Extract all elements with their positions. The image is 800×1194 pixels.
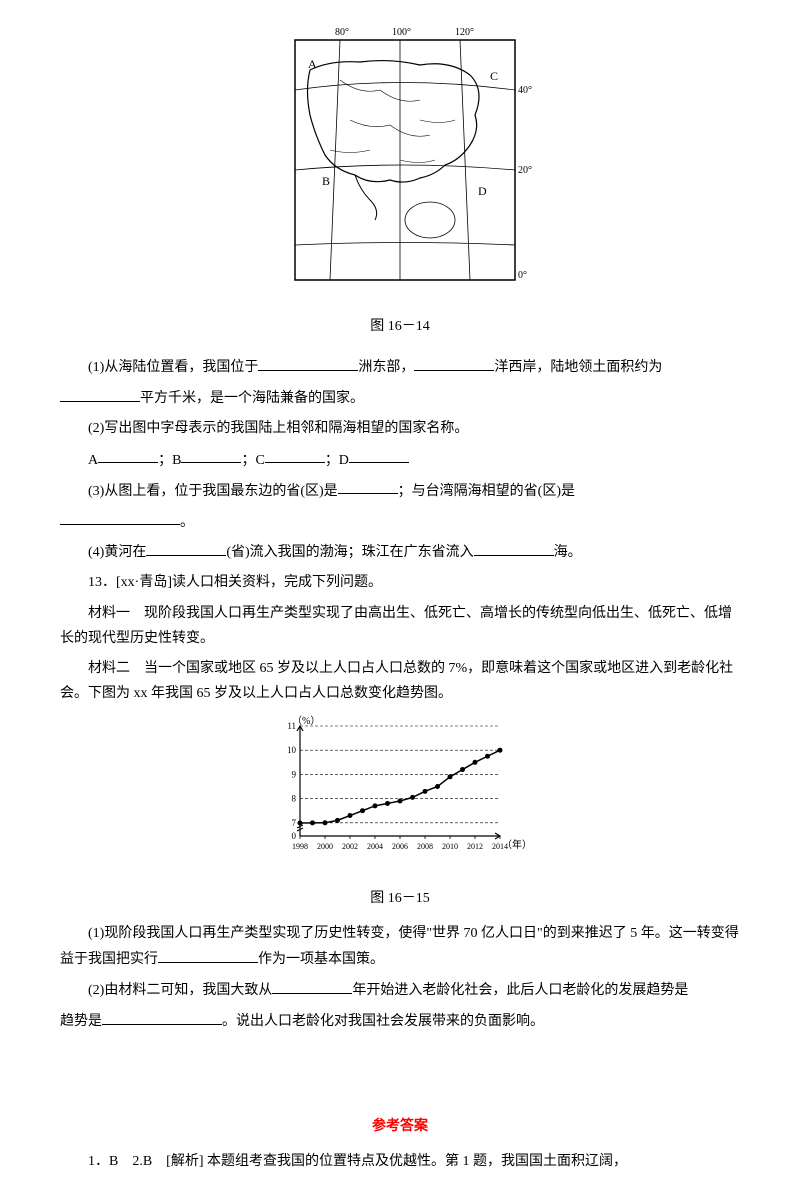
q1-t4: 平方千米，是一个海陆兼备的国家。: [140, 391, 364, 406]
line-chart-svg: （%）（年）7891011019982000200220042006200820…: [270, 711, 530, 871]
blank: [338, 478, 398, 495]
q13-2-t2: 年开始进入老龄化社会，此后人口老龄化的发展趋势是: [352, 983, 688, 998]
q13-2-t3: 。说出人口老龄化对我国社会发展带来的负面影响。: [222, 1014, 544, 1029]
lat-20: 20°: [518, 165, 532, 176]
map-label-c: C: [490, 69, 498, 83]
svg-text:2004: 2004: [367, 842, 383, 851]
map-figure: 80° 100° 120° 40° 20° 0° A B C D: [60, 20, 740, 309]
lat-0: 0°: [518, 270, 527, 281]
question-3b: 。: [60, 509, 740, 535]
material-1: 材料一 现阶段我国人口再生产类型实现了由高出生、低死亡、高增长的传统型向低出生、…: [60, 601, 740, 651]
svg-text:0: 0: [292, 831, 297, 841]
svg-text:11: 11: [287, 721, 296, 731]
q2-a: A: [88, 452, 98, 467]
svg-text:2012: 2012: [467, 842, 483, 851]
map-label-d: D: [478, 184, 487, 198]
svg-text:9: 9: [292, 770, 297, 780]
blank: [60, 385, 140, 402]
svg-text:1998: 1998: [292, 842, 308, 851]
q3-t2: ；与台湾隔海相望的省(区)是: [398, 483, 575, 498]
blank: [102, 1008, 222, 1025]
q2-b: ；B: [158, 452, 181, 467]
question-4: (4)黄河在 (省)流入我国的渤海；珠江在广东省流入 海。: [60, 539, 740, 565]
material-2: 材料二 当一个国家或地区 65 岁及以上人口占人口总数的 7%，即意味着这个国家…: [60, 656, 740, 706]
question-2-options: A ；B ；C ；D: [60, 447, 740, 473]
lat-40: 40°: [518, 85, 532, 96]
svg-text:2010: 2010: [442, 842, 458, 851]
blank: [272, 977, 352, 994]
map-label-a: A: [308, 57, 317, 71]
svg-text:2000: 2000: [317, 842, 333, 851]
chart-caption: 图 16－15: [60, 886, 740, 911]
answer-1: 1．B 2.B [解析] 本题组考查我国的位置特点及优越性。第 1 题，我国国土…: [60, 1149, 740, 1174]
svg-text:2014: 2014: [492, 842, 508, 851]
svg-text:2006: 2006: [392, 842, 408, 851]
q2-c: ；C: [241, 452, 264, 467]
question-3: (3)从图上看，位于我国最东边的省(区)是 ；与台湾隔海相望的省(区)是: [60, 478, 740, 504]
q13-2-trend-label: 趋势是: [60, 1014, 102, 1029]
lon-80: 80°: [335, 27, 349, 38]
svg-text:7: 7: [292, 818, 297, 828]
blank: [158, 946, 258, 963]
q1-t1: (1)从海陆位置看，我国位于: [88, 360, 258, 375]
question-2: (2)写出图中字母表示的我国陆上相邻和隔海相望的国家名称。: [60, 416, 740, 441]
svg-text:（%）: （%）: [292, 715, 320, 727]
svg-text:2002: 2002: [342, 842, 358, 851]
map-caption: 图 16－14: [60, 314, 740, 339]
blank: [181, 447, 241, 464]
blank: [60, 509, 180, 526]
chart-figure: （%）（年）7891011019982000200220042006200820…: [60, 711, 740, 880]
q1-t3: 洋西岸，陆地领土面积约为: [494, 360, 662, 375]
blank: [265, 447, 325, 464]
svg-text:2008: 2008: [417, 842, 433, 851]
blank: [146, 539, 226, 556]
lon-100: 100°: [392, 27, 411, 38]
question-13-title: 13．[xx·青岛]读人口相关资料，完成下列问题。: [60, 570, 740, 595]
map-label-b: B: [322, 174, 330, 188]
q4-t1: (4)黄河在: [88, 545, 146, 560]
question-13-1: (1)现阶段我国人口再生产类型实现了历史性转变，使得"世界 70 亿人口日"的到…: [60, 921, 740, 972]
q4-t2: (省)流入我国的渤海；珠江在广东省流入: [226, 545, 473, 560]
blank: [258, 354, 358, 371]
q4-t3: 海。: [554, 545, 582, 560]
q13-2-t1: (2)由材料二可知，我国大致从: [88, 983, 272, 998]
blank: [474, 539, 554, 556]
blank: [98, 447, 158, 464]
blank: [414, 354, 494, 371]
q2-d: ；D: [325, 452, 349, 467]
question-13-2: (2)由材料二可知，我国大致从 年开始进入老龄化社会，此后人口老龄化的发展趋势是: [60, 977, 740, 1003]
question-1b: 平方千米，是一个海陆兼备的国家。: [60, 385, 740, 411]
svg-text:8: 8: [292, 794, 297, 804]
china-map-svg: 80° 100° 120° 40° 20° 0° A B C D: [260, 20, 540, 300]
lon-120: 120°: [455, 27, 474, 38]
q3-t3: 。: [180, 514, 194, 529]
svg-text:10: 10: [287, 746, 297, 756]
blank: [349, 447, 409, 464]
q2-t1: (2)写出图中字母表示的我国陆上相邻和隔海相望的国家名称。: [88, 421, 468, 436]
q1-t2: 洲东部，: [358, 360, 414, 375]
question-13-2b: 趋势是 。说出人口老龄化对我国社会发展带来的负面影响。: [60, 1008, 740, 1034]
q3-t1: (3)从图上看，位于我国最东边的省(区)是: [88, 483, 338, 498]
q13-1-t2: 作为一项基本国策。: [258, 952, 384, 967]
answer-title: 参考答案: [60, 1114, 740, 1139]
question-1: (1)从海陆位置看，我国位于 洲东部， 洋西岸，陆地领土面积约为: [60, 354, 740, 380]
